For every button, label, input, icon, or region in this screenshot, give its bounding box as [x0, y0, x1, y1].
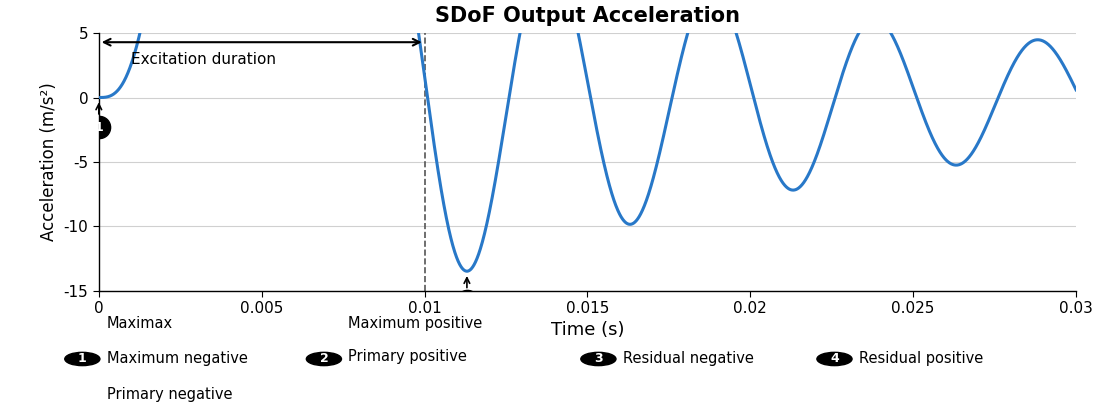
- Text: 3: 3: [594, 352, 603, 366]
- Text: Residual negative: Residual negative: [623, 352, 753, 366]
- Text: Primary negative: Primary negative: [107, 387, 232, 402]
- Text: Maximum negative: Maximum negative: [107, 352, 247, 366]
- Text: 2: 2: [320, 352, 328, 366]
- Text: Excitation duration: Excitation duration: [132, 52, 277, 68]
- Text: Maximum positive: Maximum positive: [348, 316, 482, 331]
- Text: 1: 1: [94, 121, 103, 134]
- Title: SDoF Output Acceleration: SDoF Output Acceleration: [435, 6, 740, 26]
- X-axis label: Time (s): Time (s): [551, 322, 624, 339]
- Text: 4: 4: [830, 352, 839, 366]
- Text: Residual positive: Residual positive: [859, 352, 983, 366]
- Text: Maximax: Maximax: [107, 316, 172, 331]
- Text: Primary positive: Primary positive: [348, 349, 467, 364]
- Text: 3: 3: [462, 294, 471, 307]
- Y-axis label: Acceleration (m/s²): Acceleration (m/s²): [41, 83, 58, 241]
- Text: 1: 1: [78, 352, 87, 366]
